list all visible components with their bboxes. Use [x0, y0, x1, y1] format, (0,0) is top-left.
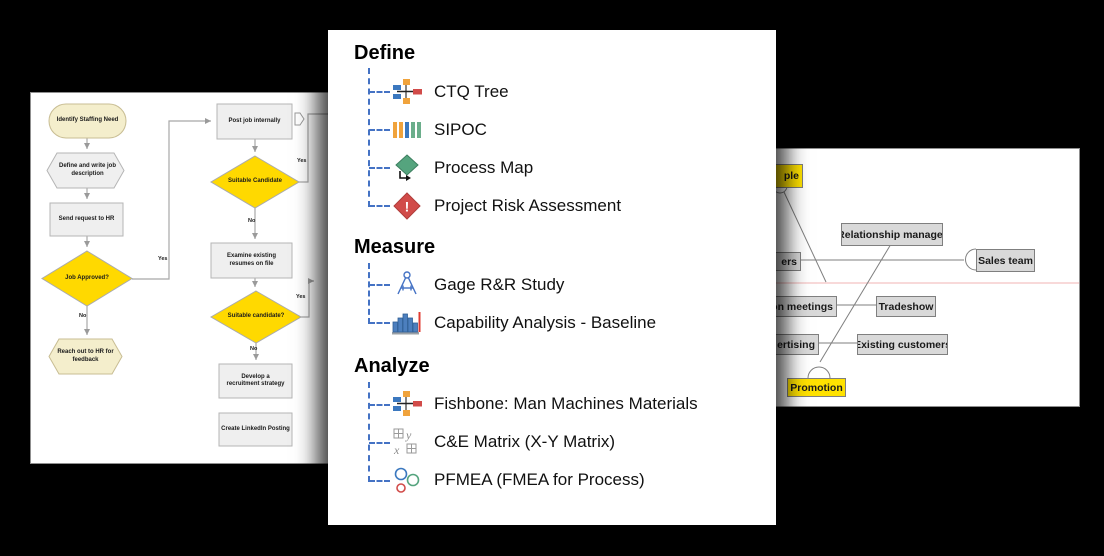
tool-item-process-map[interactable]: Process Map [392, 152, 533, 184]
edge-label-no: No [248, 218, 256, 224]
xy-matrix-icon: y x [392, 428, 422, 456]
flowchart-node-create-linkedin[interactable]: Create LinkedIn Posting [221, 425, 290, 432]
tool-item-capability-analysis[interactable]: Capability Analysis - Baseline [392, 307, 656, 339]
tree-connector [368, 68, 370, 207]
tool-item-gage-rr-study[interactable]: Gage R&R Study [392, 269, 564, 301]
tool-item-sipoc[interactable]: SIPOC [392, 114, 487, 146]
edge-label-no: No [250, 346, 258, 352]
fishbone-category-promotion[interactable]: Promotion [787, 378, 846, 397]
process-map-icon [392, 154, 422, 182]
section-heading-measure: Measure [354, 236, 436, 258]
flowchart-shapes-layer [41, 103, 329, 447]
tree-connector [369, 91, 390, 93]
tree-diagram-icon [392, 390, 422, 418]
sipoc-bars-icon [392, 116, 422, 144]
flowchart-node-send-request-hr[interactable]: Send request to HR [58, 215, 115, 222]
fishbone-cause-relationship-manager[interactable]: Relationship manager [841, 223, 943, 246]
svg-text:y: y [405, 428, 412, 442]
flowchart-node-examine-resumes[interactable]: Examine existing resumes on file [226, 253, 277, 267]
tree-connector [369, 129, 390, 131]
tool-item-ce-matrix[interactable]: y x C&E Matrix (X-Y Matrix) [392, 428, 616, 456]
flowchart-node-develop-strategy[interactable]: Develop a recruitment strategy [226, 373, 285, 388]
flowchart-node-suitable-candidate[interactable]: Suitable Candidate [227, 178, 282, 185]
tree-connector [368, 263, 370, 324]
tree-connector [369, 404, 390, 406]
flowchart-node-reach-out-hr[interactable]: Reach out to HR for feedback [57, 349, 114, 363]
tree-connector [369, 284, 390, 286]
edge-label-no: No [79, 313, 87, 319]
svg-text:!: ! [405, 199, 410, 215]
edge-label-yes: Yes [158, 256, 168, 262]
flowchart-node-job-approved[interactable]: Job Approved? [65, 275, 109, 282]
flowchart-node-suitable-candidate-2[interactable]: Suitable candidate? [227, 313, 285, 320]
section-heading-analyze: Analyze [354, 355, 430, 377]
svg-text:x: x [393, 443, 400, 456]
fishbone-cause-existing-customers[interactable]: Existing customers [857, 334, 948, 355]
tree-connector [369, 205, 390, 207]
flowchart-panel: Identify Staffing Need Define and write … [30, 92, 342, 464]
tool-item-pfmea[interactable]: PFMEA (FMEA for Process) [392, 464, 645, 496]
tree-diagram-icon [392, 78, 422, 106]
tool-item-fishbone[interactable]: Fishbone: Man Machines Materials [392, 388, 698, 420]
risk-alert-icon: ! [392, 192, 422, 220]
fishbone-cause-tradeshow[interactable]: Tradeshow [876, 296, 936, 317]
edge-label-yes: Yes [297, 158, 307, 164]
flowchart-node-define-job-description[interactable]: Define and write job description [58, 163, 116, 177]
flowchart-node-identify-staffing-need[interactable]: Identify Staffing Need [56, 117, 119, 124]
tree-connector [369, 167, 390, 169]
tool-item-project-risk-assessment[interactable]: ! Project Risk Assessment [392, 190, 621, 222]
fmea-circles-icon [392, 466, 422, 494]
flowchart-node-post-job-internally[interactable]: Post job internally [228, 117, 281, 124]
tree-connector [369, 480, 390, 482]
section-heading-define: Define [354, 42, 416, 64]
offpage-connector-icon [294, 112, 305, 126]
tree-connector [369, 322, 390, 324]
tool-item-ctq-tree[interactable]: CTQ Tree [392, 76, 509, 108]
caliper-icon [392, 271, 422, 299]
tree-connector [369, 442, 390, 444]
edge-label-yes: Yes [296, 294, 306, 300]
histogram-icon [392, 309, 422, 337]
fishbone-effect-sales-team[interactable]: Sales team [976, 249, 1035, 272]
tree-connector [368, 382, 370, 482]
toolbox-panel: Define Measure Analyze [328, 30, 776, 525]
